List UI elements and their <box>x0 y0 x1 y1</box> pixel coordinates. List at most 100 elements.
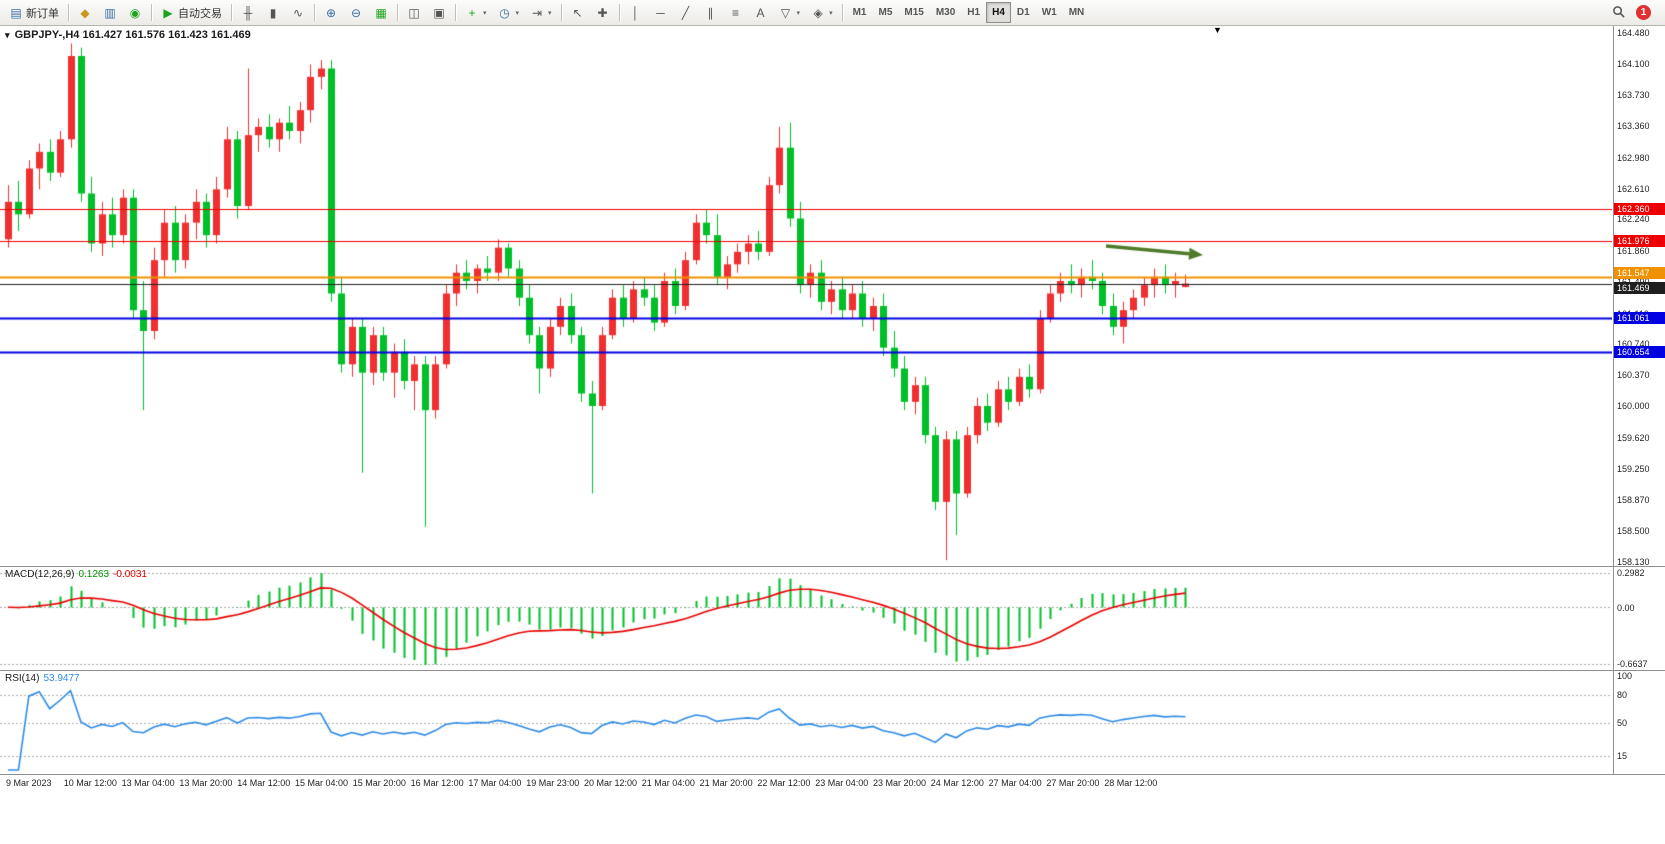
search-icon <box>1611 5 1625 20</box>
search-button[interactable] <box>1606 2 1630 23</box>
chart-shift-icon: ⇥ <box>532 5 543 20</box>
chart-symbol-period: GBPJPY-,H4 <box>14 29 80 41</box>
text-tool-button[interactable]: A <box>749 2 773 23</box>
market-watch-button[interactable]: ▥ <box>98 2 122 23</box>
time-axis-label: 23 Mar 04:00 <box>815 778 869 788</box>
charts-profile-icon: ◆ <box>80 5 90 20</box>
time-axis-label: 15 Mar 20:00 <box>352 778 406 788</box>
macd-panel: MACD(12,26,9) 0.1263 -0.0031 0.2982 0.00 -0.… <box>0 566 1665 671</box>
price-axis-tick: 158.500 <box>1617 526 1650 536</box>
new-order-button[interactable]: ▤ 新订单 <box>4 2 64 23</box>
fibonacci-button[interactable]: ≡ <box>724 2 748 23</box>
time-axis-label: 9 Mar 2023 <box>6 778 52 788</box>
time-axis-label: 27 Mar 04:00 <box>988 778 1042 788</box>
price-axis-tick: 160.000 <box>1617 401 1650 411</box>
trend-line-icon: ╱ <box>681 5 690 20</box>
channel-icon: ∥ <box>707 5 714 20</box>
line-chart-icon: ∿ <box>292 5 304 20</box>
toolbar-separator <box>397 4 398 21</box>
timeframe-m15-button[interactable]: M15 <box>898 2 929 23</box>
rsi-canvas[interactable] <box>0 671 1612 775</box>
periods-button[interactable]: ◷ ▾ <box>493 2 525 23</box>
toolbar-separator <box>841 4 843 21</box>
level-price-badge: 161.547 <box>1614 267 1665 280</box>
vertical-line-button[interactable]: │ <box>624 2 648 23</box>
notification-badge[interactable]: 1 <box>1636 5 1651 20</box>
time-axis-label: 23 Mar 20:00 <box>873 778 927 788</box>
crosshair-button[interactable]: ✚ <box>591 2 615 23</box>
toolbar-separator <box>231 4 232 21</box>
price-axis-tick: 159.620 <box>1617 432 1650 443</box>
shapes-tool-button[interactable]: ◈ ▾ <box>806 2 838 23</box>
rsi-label: RSI(14) 53.9477 <box>5 673 80 684</box>
chart-ohlc-values: 161.427 161.576 161.423 161.469 <box>82 29 251 41</box>
time-axis-label: 27 Mar 20:00 <box>1046 778 1100 788</box>
macd-axis[interactable]: 0.2982 0.00 -0.6637 <box>1613 567 1665 670</box>
timeframe-m5-button[interactable]: M5 <box>872 2 898 23</box>
macd-canvas[interactable] <box>0 567 1612 671</box>
new-order-label: 新订单 <box>26 7 59 20</box>
arrows-tool-button[interactable]: ▽ ▾ <box>774 2 806 23</box>
level-price-badge: 161.061 <box>1614 311 1665 324</box>
chart-title: ▾ GBPJPY-,H4 161.427 161.576 161.423 161… <box>5 29 251 41</box>
symbol-marker-icon: ▾ <box>5 30 10 40</box>
timeframe-w1-button[interactable]: W1 <box>1036 2 1063 23</box>
horizontal-line-button[interactable]: ─ <box>649 2 673 23</box>
bar-chart-button[interactable]: ╫ <box>236 2 260 23</box>
rsi-axis-tick: 50 <box>1617 718 1628 728</box>
arrows-tool-icon: ▽ <box>780 5 791 20</box>
price-axis-tick: 162.980 <box>1617 152 1650 163</box>
timeframe-m30-button[interactable]: M30 <box>930 2 961 23</box>
chart-shift-button[interactable]: ⇥ ▾ <box>525 2 557 23</box>
auto-scroll-marker-icon[interactable]: ▼ <box>1213 25 1222 35</box>
channel-button[interactable]: ∥ <box>699 2 723 23</box>
time-axis-label: 20 Mar 12:00 <box>584 778 638 788</box>
zoom-out-button[interactable]: ⊖ <box>344 2 368 23</box>
price-axis-tick: 164.100 <box>1617 59 1650 70</box>
trend-line-button[interactable]: ╱ <box>674 2 698 23</box>
grid-button[interactable]: ▦ <box>369 2 393 23</box>
autotrade-play-icon: ▶ <box>163 5 173 20</box>
macd-label: MACD(12,26,9) 0.1263 -0.0031 <box>5 569 147 580</box>
rsi-axis[interactable]: 100 80 50 15 <box>1613 671 1665 774</box>
timeframe-h4-button[interactable]: H4 <box>986 2 1011 23</box>
zoom-in-button[interactable]: ⊕ <box>319 2 343 23</box>
macd-main-value: 0.1263 <box>78 569 110 580</box>
line-chart-button[interactable]: ∿ <box>286 2 310 23</box>
new-order-icon: ▤ <box>10 5 22 20</box>
time-axis-label: 19 Mar 23:00 <box>526 778 580 788</box>
horizontal-line-icon: ─ <box>656 5 665 20</box>
timeframe-mn-button[interactable]: MN <box>1063 2 1091 23</box>
indicators-button[interactable]: + ▾ <box>460 2 492 23</box>
timeframe-h1-button[interactable]: H1 <box>961 2 986 23</box>
bar-chart-icon: ╫ <box>243 5 253 20</box>
candle-chart-button[interactable]: ▮ <box>261 2 285 23</box>
rsi-name: RSI(14) <box>5 673 40 684</box>
dropdown-caret-icon: ▾ <box>548 9 552 17</box>
cascade-windows-button[interactable]: ▣ <box>427 2 451 23</box>
macd-axis-tick: 0.2982 <box>1617 568 1645 578</box>
cascade-windows-icon: ▣ <box>433 5 445 20</box>
time-axis-label: 16 Mar 12:00 <box>410 778 464 788</box>
autotrade-button[interactable]: ▶ 自动交易 <box>156 2 227 23</box>
toolbar-separator <box>314 4 315 21</box>
charts-profile-button[interactable]: ◆ <box>73 2 97 23</box>
timeframe-m1-button[interactable]: M1 <box>847 2 873 23</box>
price-axis[interactable]: 164.480 164.100 163.730 163.360 162.980 162.6… <box>1613 26 1665 566</box>
time-axis[interactable]: 9 Mar 2023 10 Mar 12:00 13 Mar 04:00 13 Mar… <box>0 774 1665 792</box>
tile-windows-button[interactable]: ◫ <box>402 2 426 23</box>
vertical-line-icon: │ <box>631 5 640 20</box>
timeframe-group: M1 M5 M15 M30 H1 H4 D1 W1 MN <box>847 2 1091 23</box>
dropdown-caret-icon: ▾ <box>483 9 487 17</box>
navigator-button[interactable]: ◉ <box>123 2 147 23</box>
zoom-out-icon: ⊖ <box>350 5 362 20</box>
time-axis-label: 28 Mar 12:00 <box>1104 778 1158 788</box>
bottom-filler <box>0 792 1665 844</box>
cursor-button[interactable]: ↖ <box>566 2 590 23</box>
fibonacci-icon: ≡ <box>732 5 740 20</box>
indicators-plus-icon: + <box>468 5 476 20</box>
time-axis-label: 14 Mar 12:00 <box>237 778 291 788</box>
grid-icon: ▦ <box>375 5 387 20</box>
timeframe-d1-button[interactable]: D1 <box>1011 2 1036 23</box>
price-chart-canvas[interactable] <box>0 26 1612 566</box>
